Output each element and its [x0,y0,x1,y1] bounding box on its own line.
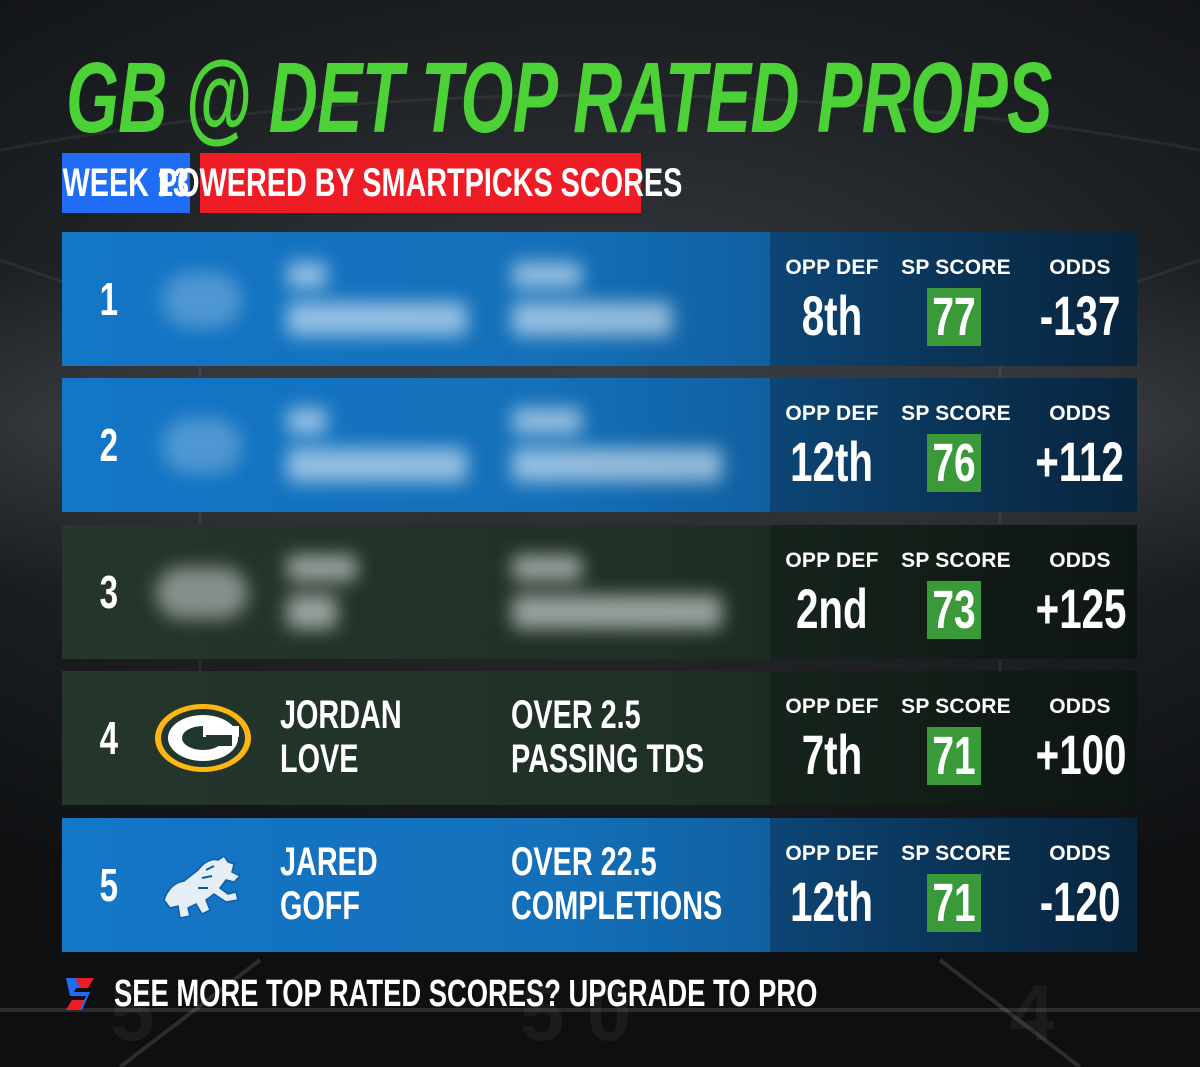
odds-value: +112 [1035,430,1125,493]
prop-description: OVER 22.5 COMPLETIONS [511,840,804,928]
opp-def-label: OPP DEF [785,256,879,279]
opp-def-value: 8th [801,284,863,347]
sp-score-label: SP SCORE [901,695,1011,718]
svg-text:4: 4 [1010,968,1055,1057]
opp-def-value: 12th [790,430,874,493]
odds-stat: ODDS -137 [1018,232,1137,366]
player-first-name: JORDAN [280,693,402,737]
prop-row-4: 4 JORDAN LOVE OVER 2.5 PASSING TDS OPP D… [62,671,1137,805]
svg-text:5: 5 [110,968,155,1057]
packers-g-logo-icon [155,704,251,772]
odds-stat: ODDS +112 [1018,378,1137,512]
odds-label: ODDS [1049,842,1111,865]
rank-number: 3 [99,566,119,618]
page-title: GB @ DET TOP RATED PROPS [66,42,1052,154]
opp-def-stat: OPP DEF 8th [770,232,894,366]
rank-number: 1 [99,273,119,325]
odds-label: ODDS [1049,256,1111,279]
svg-text:5 0: 5 0 [520,968,631,1057]
sp-score-stat: SP SCORE 71 [894,671,1018,805]
odds-value: -120 [1039,870,1121,933]
rank-number: 2 [99,419,119,471]
prop-row-1: 1 OPP DEF 8th SP SCORE 77 ODDS -137 [62,232,1137,366]
prop-row-5: 5 JARED GOFF OVER 22.5 COMPLETIONS OPP D… [62,818,1137,952]
odds-stat: ODDS +100 [1018,671,1137,805]
upgrade-footer[interactable]: SEE MORE TOP RATED SCORES? UPGRADE TO PR… [62,972,1091,1016]
odds-value: -137 [1039,284,1121,347]
stats-panel: OPP DEF 8th SP SCORE 77 ODDS -137 [770,232,1137,366]
opp-def-value: 2nd [796,577,868,640]
blurred-content [152,525,762,659]
opp-def-stat: OPP DEF 12th [770,818,894,952]
sp-score-label: SP SCORE [901,256,1011,279]
prop-stat: COMPLETIONS [511,884,723,928]
upgrade-link-text[interactable]: SEE MORE TOP RATED SCORES? UPGRADE TO PR… [114,972,818,1015]
prop-stat: PASSING TDS [511,737,705,781]
prop-row-3: 3 OPP DEF 2nd SP SCORE 73 ODDS +125 [62,525,1137,659]
opp-def-stat: OPP DEF 7th [770,671,894,805]
week-badge: WEEK 13 [62,153,190,213]
sp-score-stat: SP SCORE 73 [894,525,1018,659]
opp-def-label: OPP DEF [785,695,879,718]
player-first-name: JARED [280,840,378,884]
player-last-name: GOFF [280,884,360,928]
odds-value: +125 [1035,577,1127,640]
opp-def-value: 7th [801,723,863,786]
prop-row-2: 2 OPP DEF 12th SP SCORE 76 ODDS +112 [62,378,1137,512]
lions-logo-icon [163,854,242,919]
odds-stat: ODDS -120 [1018,818,1137,952]
opp-def-value: 12th [790,870,874,933]
sp-score-value: 73 [927,580,981,640]
player-name: JARED GOFF [280,840,416,928]
sp-score-stat: SP SCORE 77 [894,232,1018,366]
opp-def-label: OPP DEF [785,842,879,865]
rank-number: 4 [99,712,119,764]
sp-score-label: SP SCORE [901,549,1011,572]
stats-panel: OPP DEF 12th SP SCORE 76 ODDS +112 [770,378,1137,512]
odds-stat: ODDS +125 [1018,525,1137,659]
opp-def-label: OPP DEF [785,549,879,572]
sp-score-label: SP SCORE [901,402,1011,425]
sp-score-value: 77 [927,287,981,347]
sp-score-stat: SP SCORE 76 [894,378,1018,512]
sp-score-stat: SP SCORE 71 [894,818,1018,952]
prop-description: OVER 2.5 PASSING TDS [511,693,779,781]
opp-def-stat: OPP DEF 2nd [770,525,894,659]
stats-panel: OPP DEF 12th SP SCORE 71 ODDS -120 [770,818,1137,952]
week-badge-label: WEEK 13 [62,160,190,205]
opp-def-stat: OPP DEF 12th [770,378,894,512]
blurred-content [152,232,762,366]
smartpicks-logo-icon [66,978,94,1010]
powered-by-badge: POWERED BY SMARTPICKS SCORES [158,153,683,213]
prop-line: OVER 2.5 [511,693,641,737]
sp-score-label: SP SCORE [901,842,1011,865]
sp-score-value: 71 [927,873,981,933]
blurred-content [152,378,762,512]
player-name: JORDAN LOVE [280,693,449,781]
player-last-name: LOVE [280,737,359,781]
sp-score-value: 71 [927,726,981,786]
stats-panel: OPP DEF 7th SP SCORE 71 ODDS +100 [770,671,1137,805]
rank-number: 5 [99,859,119,911]
opp-def-label: OPP DEF [785,402,879,425]
odds-value: +100 [1035,723,1127,786]
prop-line: OVER 22.5 [511,840,657,884]
odds-label: ODDS [1049,402,1111,425]
stats-panel: OPP DEF 2nd SP SCORE 73 ODDS +125 [770,525,1137,659]
powered-by-label: POWERED BY SMARTPICKS SCORES [158,160,683,205]
sp-score-value: 76 [927,433,981,493]
odds-label: ODDS [1049,695,1111,718]
odds-label: ODDS [1049,549,1111,572]
